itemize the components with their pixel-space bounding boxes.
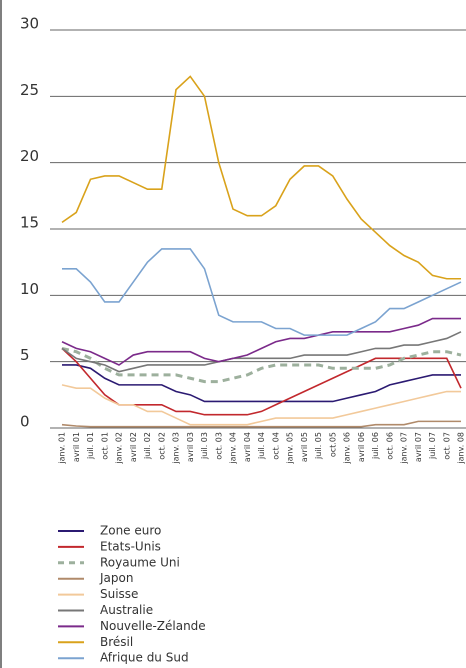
series-line: [61, 384, 461, 426]
x-tick-label: avril 05: [300, 432, 309, 462]
legend-label: Etats-Unis: [100, 539, 161, 553]
legend-label: Nouvelle-Zélande: [100, 619, 206, 633]
x-tick-label: juil. 07: [428, 432, 437, 460]
x-tick-label: janv. 05: [286, 432, 295, 465]
x-tick-label: avril 03: [186, 432, 195, 462]
x-tick-label: oct. 06: [385, 432, 394, 460]
x-tick-label: avril 06: [357, 432, 366, 462]
x-tick-label: janv. 07: [400, 432, 409, 465]
series-line: [61, 331, 462, 373]
legend-label: Australie: [100, 603, 153, 617]
y-tick-label: 0: [20, 413, 30, 431]
legend-label: Suisse: [100, 587, 138, 601]
x-tick-label: avril 02: [129, 432, 138, 462]
y-tick-label: 15: [20, 214, 39, 232]
y-tick-label: 10: [20, 280, 39, 298]
x-tick-label: janv. 03: [172, 432, 181, 465]
x-tick-label: juil. 02: [143, 432, 152, 460]
series-line: [61, 75, 461, 280]
x-tick-label: juil. 01: [86, 432, 95, 460]
legend-label: Japon: [99, 571, 133, 585]
x-tick-label: janv. 02: [115, 432, 124, 465]
series-line: [62, 248, 462, 336]
x-tick-label: avril 04: [243, 432, 252, 462]
x-tick-label: avril 01: [72, 432, 81, 462]
series-line: [61, 420, 461, 428]
x-tick-label: oct. 02: [157, 432, 166, 460]
legend-label: Royaume Uni: [100, 555, 180, 569]
x-tick-label: oct. 01: [100, 432, 109, 460]
x-tick-label: juil. 06: [371, 432, 380, 460]
x-tick-label: juil. 04: [257, 432, 266, 460]
series-line: [61, 317, 461, 366]
x-tick-label: oct. 03: [214, 432, 223, 460]
legend-label: Afrique du Sud: [100, 651, 189, 665]
series-line: [61, 346, 462, 384]
y-tick-label: 25: [20, 81, 39, 99]
x-tick-label: oct. 04: [271, 432, 280, 460]
x-tick-label: avril 07: [414, 432, 423, 462]
series-line: [62, 364, 461, 403]
x-tick-label: janv. 04: [229, 432, 238, 465]
y-tick-label: 30: [20, 15, 39, 33]
x-tick-label: juil. 05: [314, 432, 323, 460]
x-tick-label: oct. 07: [442, 432, 451, 460]
y-tick-label: 20: [20, 147, 39, 165]
legend-label: Brésil: [100, 635, 133, 649]
x-tick-label: janv. 06: [343, 432, 352, 465]
y-tick-label: 5: [20, 346, 30, 364]
x-tick-label: juil. 03: [200, 432, 209, 460]
x-tick-label: janv. 01: [58, 432, 67, 465]
x-tick-label: janv. 08: [457, 432, 466, 465]
legend-label: Zone euro: [100, 524, 161, 538]
x-tick-label: oct.05: [328, 432, 337, 457]
